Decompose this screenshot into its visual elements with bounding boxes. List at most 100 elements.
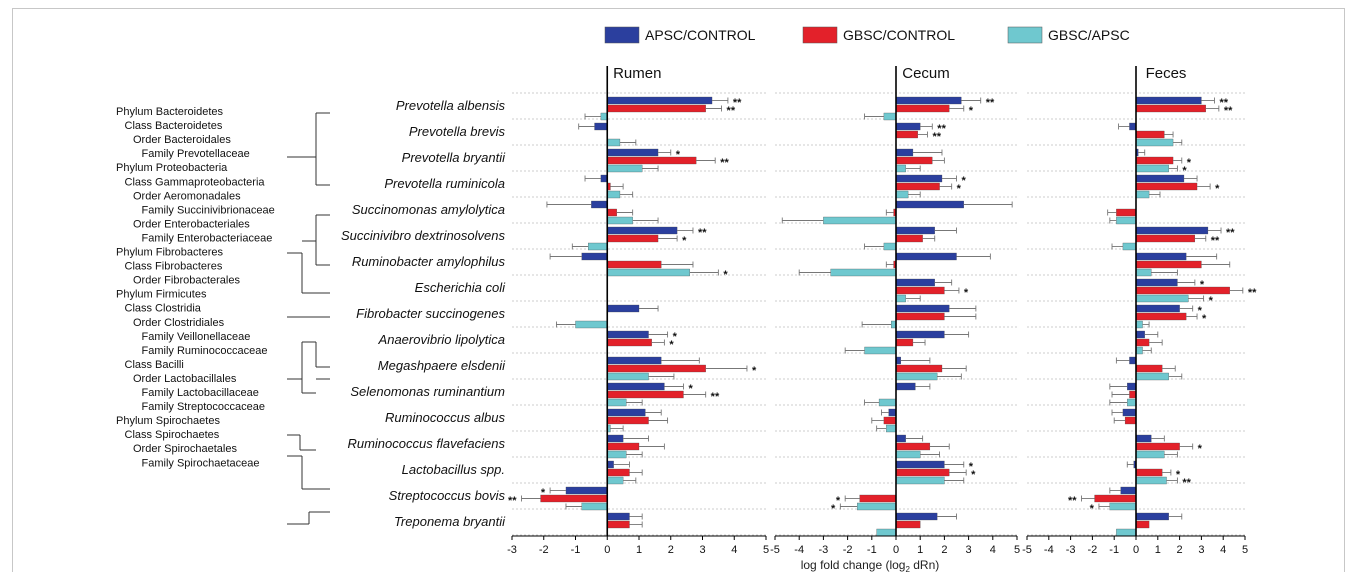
significance-mark: ** [1248,287,1257,299]
x-tick-label: 2 [668,544,674,556]
bar [607,372,649,381]
bar [607,338,652,347]
significance-mark: * [723,269,728,281]
significance-mark: * [969,105,974,117]
bar [895,330,945,339]
bar [1135,520,1150,529]
significance-mark: ** [720,157,729,169]
x-tick-label: -5 [1022,544,1032,556]
bar [895,304,950,313]
bar [607,330,649,339]
species-label: Anaerovibrio lipolytica [378,332,505,347]
bar [1127,398,1137,407]
bar [895,450,921,459]
bar [607,104,706,113]
x-tick-label: 5 [1242,544,1248,556]
bar [607,234,659,243]
bar [607,190,621,199]
taxonomy-label: Order Bacteroidales [133,134,231,146]
bar [883,242,897,251]
significance-mark: * [1182,165,1187,177]
bar [1135,138,1174,147]
bar [1127,382,1137,391]
bar [575,320,608,329]
bar [1135,278,1178,287]
bar [895,520,921,529]
taxonomy-label: Family Lactobacillaceae [142,387,259,399]
significance-mark: * [688,383,693,395]
bar [895,164,906,173]
taxonomy-label: Phylum Firmicutes [116,289,207,301]
significance-mark: ** [986,97,995,109]
species-label: Ruminococcus albus [385,410,505,425]
bar [607,208,617,217]
legend-swatch-2 [1007,26,1043,44]
taxonomy-label: Order Aeromonadales [133,190,241,202]
bar [607,512,630,521]
bar [895,294,906,303]
significance-mark: ** [1219,97,1228,109]
x-tick-label: 1 [636,544,642,556]
taxonomy-label: Family Enterobacteriaceae [142,232,273,244]
panel-title: Rumen [613,65,661,82]
significance-mark: * [1200,279,1205,291]
bar [895,286,945,295]
bar [1135,338,1150,347]
x-tick-label: -4 [1044,544,1054,556]
taxonomy-label: Class Bacilli [125,359,184,371]
significance-mark: * [957,183,962,195]
bar [895,190,909,199]
x-tick-label: 0 [604,544,610,556]
taxonomy-label: Order Lactobacillales [133,373,237,385]
legend-label-1: GBSC/CONTROL [843,27,955,43]
species-label: Ruminococcus flavefaciens [347,436,505,451]
significance-mark: * [1090,503,1095,515]
significance-mark: * [1187,157,1192,169]
bar [607,398,627,407]
taxonomy-label: Order Enterobacteriales [133,218,250,230]
x-tick-label: -3 [1066,544,1076,556]
bar [1135,512,1169,521]
bar [607,138,621,147]
x-tick-label: 5 [763,544,769,556]
bar [895,174,943,183]
bar [1135,450,1165,459]
x-tick-label: 1 [1155,544,1161,556]
bar [864,346,897,355]
bar [895,122,921,131]
bar [565,486,608,495]
x-tick-label: -2 [539,544,549,556]
bar [895,148,914,157]
bar [1135,234,1196,243]
bar [895,364,943,373]
bar [1094,494,1137,503]
bar [1135,468,1163,477]
bar [1135,320,1143,329]
figure-frame [12,8,1345,572]
species-labels: Prevotella albensis Prevotella brevis Prev… [341,98,506,529]
bar [895,512,938,521]
bar [1116,528,1137,537]
bar [1135,226,1209,235]
bar [607,216,633,225]
bar [895,234,923,243]
bar [1135,294,1189,303]
taxonomy-label: Family Succinivibrionaceae [142,204,275,216]
bar [607,390,684,399]
bar [1135,96,1202,105]
taxonomy-tree: Phylum Bacteroidetes Class Bacteroidetes O… [116,106,330,525]
bar [895,226,935,235]
bar [1135,260,1202,269]
x-tick-label: -4 [794,544,804,556]
significance-mark: * [752,365,757,377]
bar [607,382,665,391]
taxonomy-label: Order Clostridiales [133,317,225,329]
x-tick-label: 0 [893,544,899,556]
taxonomy-label: Phylum Fibrobacteres [116,247,223,259]
taxonomy-label: Family Ruminococcaceae [142,345,268,357]
taxonomy-label: Class Fibrobacteres [125,261,223,273]
significance-mark: * [682,235,687,247]
significance-mark: ** [1068,495,1077,507]
bar [581,252,608,261]
